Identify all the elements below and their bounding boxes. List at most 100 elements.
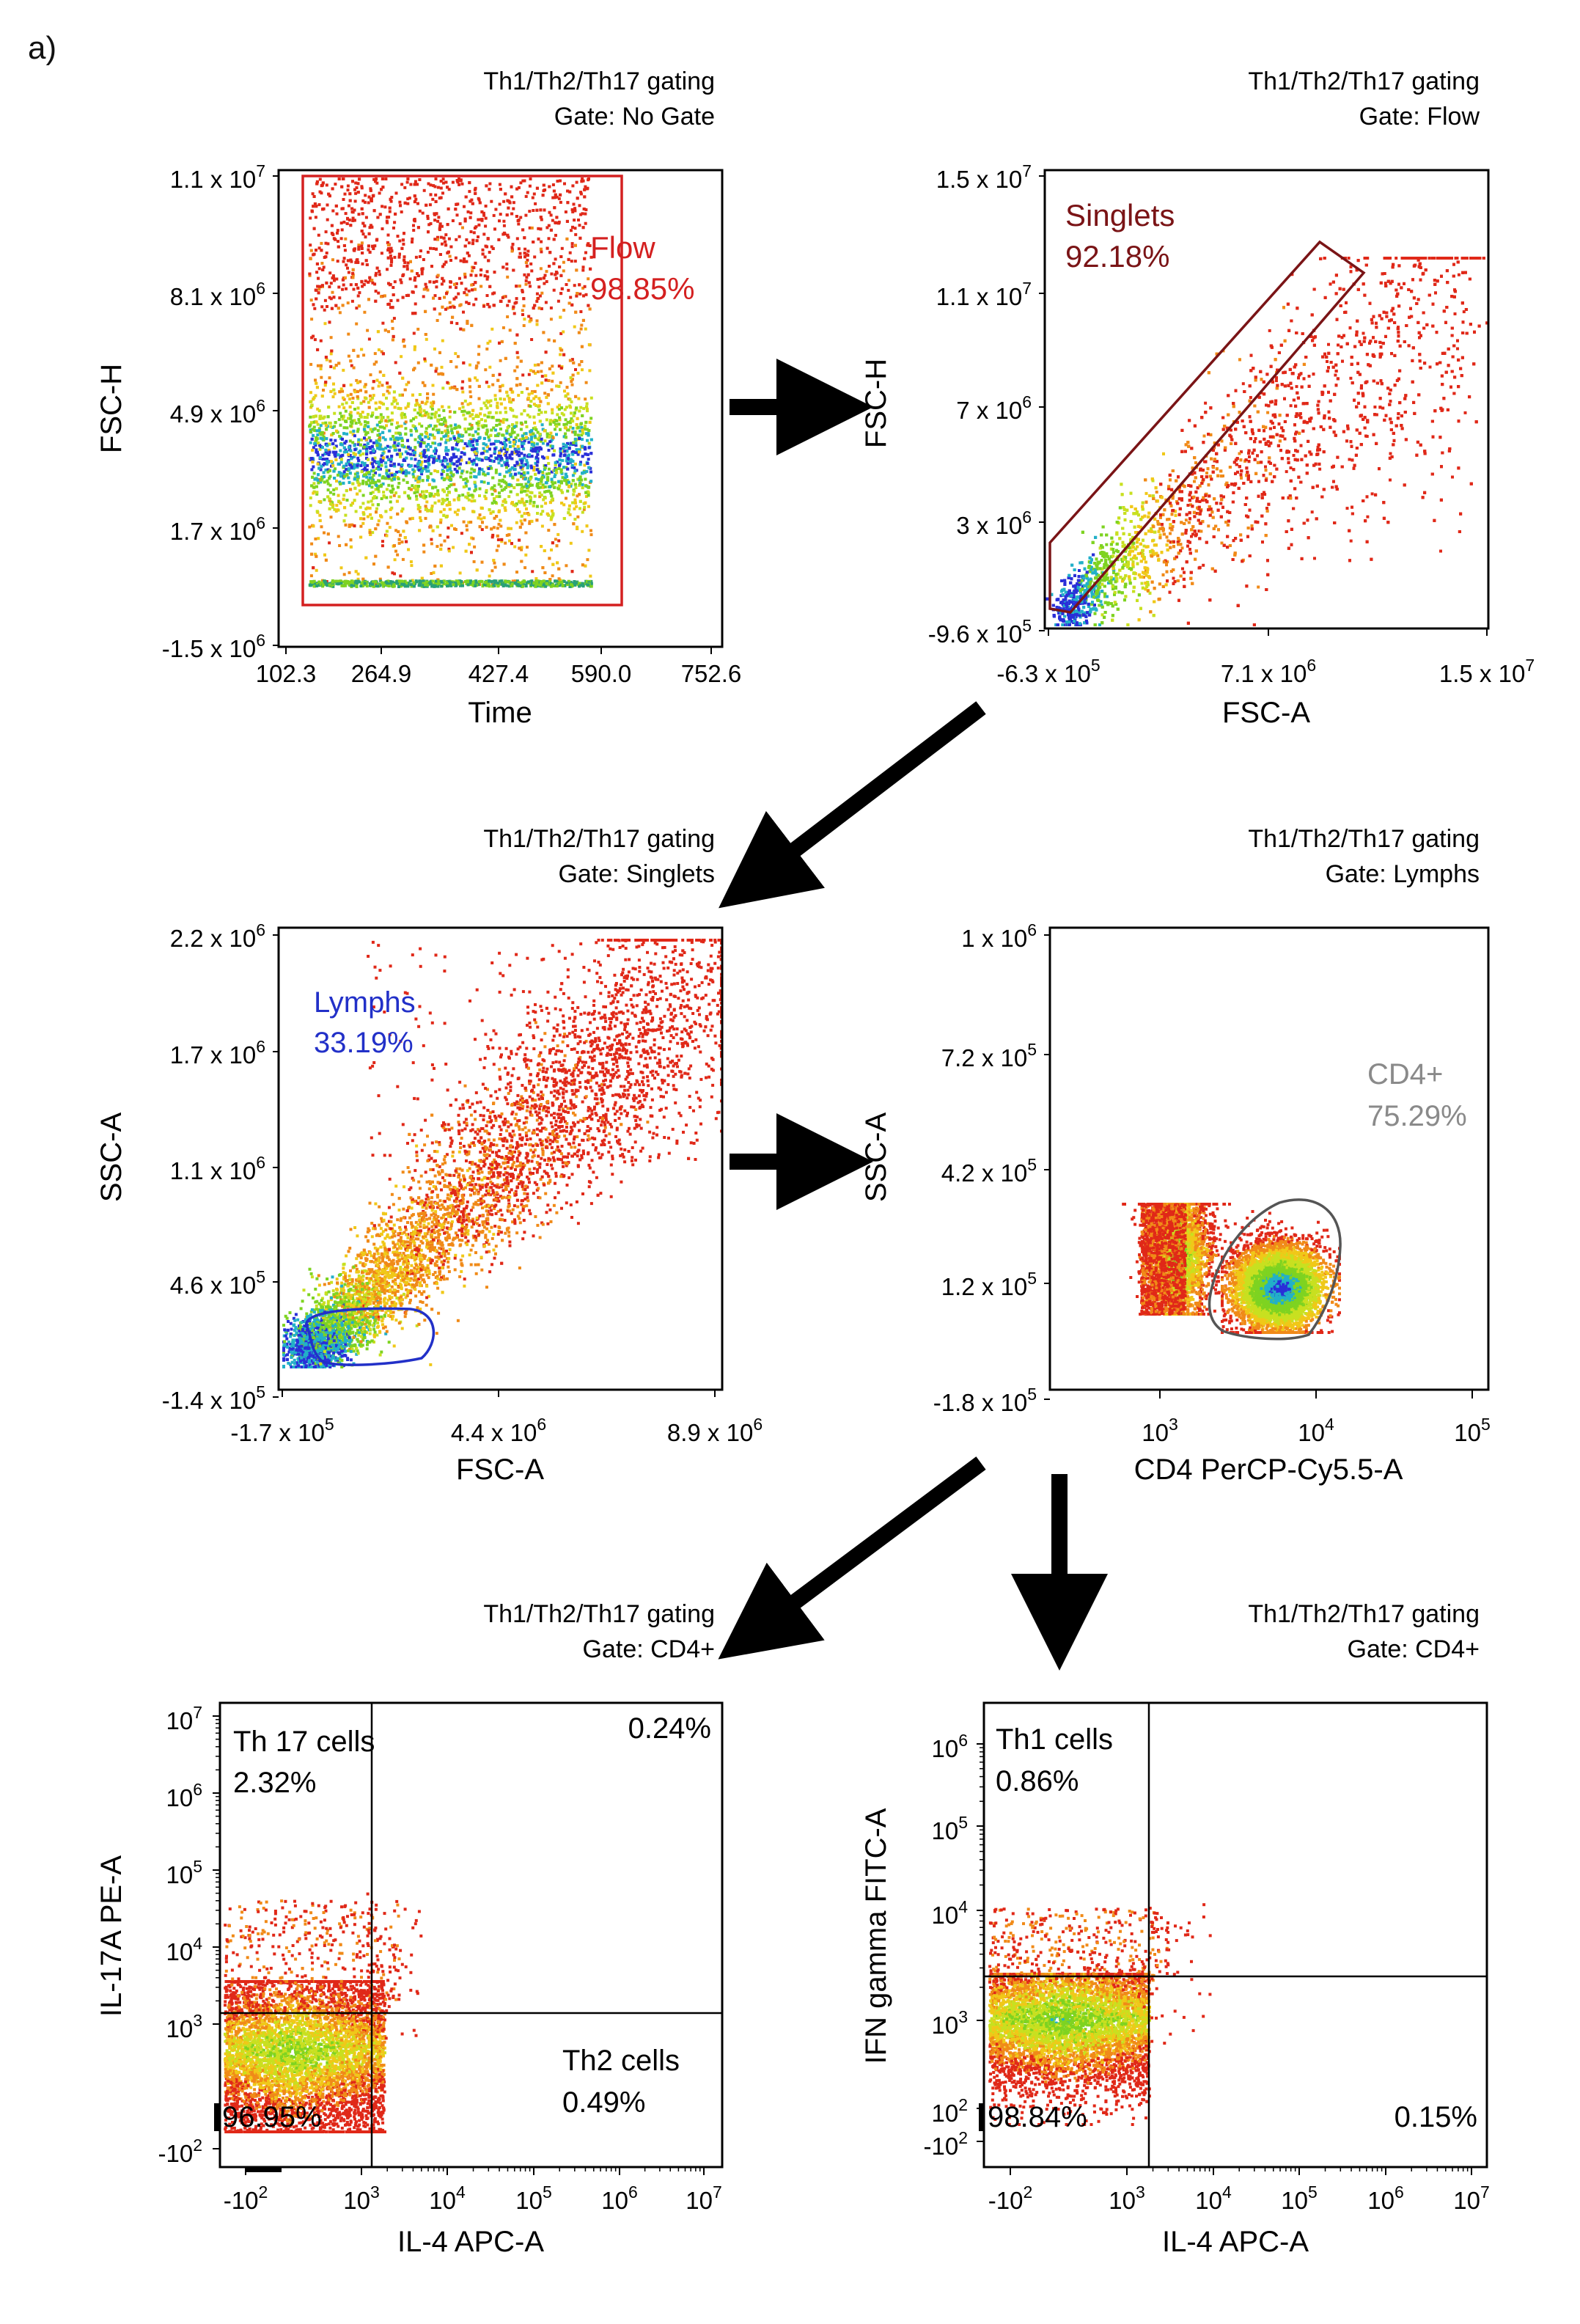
scatter-point xyxy=(570,303,574,307)
scatter-point xyxy=(398,239,402,243)
scatter-point xyxy=(376,330,380,334)
scatter-point xyxy=(583,285,587,288)
scatter-point xyxy=(427,469,430,473)
scatter-point xyxy=(402,478,405,482)
scatter-point xyxy=(574,501,577,505)
scatter-point xyxy=(444,424,447,428)
scatter-point xyxy=(330,464,333,468)
scatter-point xyxy=(510,400,513,404)
scatter-point xyxy=(517,472,521,475)
scatter-point xyxy=(578,429,582,433)
scatter-point xyxy=(499,359,502,362)
scatter-point xyxy=(391,571,394,575)
scatter-point xyxy=(468,190,471,194)
scatter-point xyxy=(496,538,500,541)
scatter-point xyxy=(534,461,537,465)
scatter-point xyxy=(406,197,410,201)
scatter-point xyxy=(470,494,474,497)
scatter-point xyxy=(392,390,396,394)
scatter-point xyxy=(501,326,505,329)
scatter-point xyxy=(473,188,477,191)
scatter-point xyxy=(315,271,319,274)
scatter-point xyxy=(498,422,501,426)
scatter-point xyxy=(344,467,348,471)
scatter-point xyxy=(328,422,332,425)
scatter-point xyxy=(561,458,565,462)
scatter-point xyxy=(519,216,523,219)
scatter-point xyxy=(342,384,346,387)
scatter-point xyxy=(444,243,448,247)
scatter-point xyxy=(504,295,507,298)
scatter-point xyxy=(419,454,422,457)
scatter-point xyxy=(497,432,501,436)
scatter-point xyxy=(391,338,394,342)
scatter-point xyxy=(585,187,589,191)
scatter-point xyxy=(356,463,359,467)
scatter-point xyxy=(339,502,342,505)
scatter-point xyxy=(575,423,578,426)
scatter-point xyxy=(461,390,465,394)
scatter-point xyxy=(471,417,475,420)
scatter-point xyxy=(562,442,565,446)
scatter-point xyxy=(581,286,585,290)
scatter-point xyxy=(405,294,408,297)
scatter-point xyxy=(379,514,382,518)
scatter-point xyxy=(587,177,590,180)
scatter-point xyxy=(414,285,418,288)
scatter-point xyxy=(332,488,336,491)
scatter-point xyxy=(494,434,497,438)
scatter-point xyxy=(589,480,593,483)
scatter-point xyxy=(496,527,499,530)
scatter-point xyxy=(440,282,444,286)
scatter-point xyxy=(474,274,478,277)
scatter-point xyxy=(469,395,473,398)
scatter-point xyxy=(458,571,462,575)
scatter-point xyxy=(568,513,572,516)
scatter-point xyxy=(505,390,509,394)
scatter-point xyxy=(309,243,312,247)
scatter-point xyxy=(535,463,539,467)
scatter-point xyxy=(442,422,446,426)
scatter-point xyxy=(520,514,523,518)
scatter-point xyxy=(364,438,368,441)
scatter-point xyxy=(353,199,357,203)
scatter-point xyxy=(492,460,496,463)
scatter-point xyxy=(448,301,452,304)
scatter-point xyxy=(521,313,524,316)
scatter-point xyxy=(330,224,334,227)
scatter-point xyxy=(362,513,366,516)
scatter-point xyxy=(505,450,509,453)
scatter-point xyxy=(387,469,391,472)
scatter-point xyxy=(362,428,366,431)
scatter-point xyxy=(389,516,393,519)
scatter-point xyxy=(474,366,478,370)
scatter-point xyxy=(335,504,339,507)
scatter-point xyxy=(465,260,469,263)
scatter-point xyxy=(515,351,519,354)
scatter-point xyxy=(388,385,392,389)
scatter-point xyxy=(489,442,493,446)
scatter-point xyxy=(433,450,436,453)
scatter-point xyxy=(457,498,460,502)
scatter-point xyxy=(537,477,540,481)
scatter-point xyxy=(361,480,365,483)
scatter-point xyxy=(515,571,518,574)
scatter-point xyxy=(576,197,579,200)
scatter-point xyxy=(533,304,537,307)
scatter-point xyxy=(534,202,537,205)
scatter-point xyxy=(437,499,441,503)
scatter-point xyxy=(485,424,488,428)
scatter-point xyxy=(515,483,519,486)
scatter-point xyxy=(327,192,331,196)
scatter-point xyxy=(545,226,549,230)
scatter-point xyxy=(519,255,522,259)
scatter-point xyxy=(525,499,529,503)
scatter-point xyxy=(572,361,576,364)
scatter-point xyxy=(378,400,382,404)
scatter-point xyxy=(381,447,385,451)
scatter-point xyxy=(312,415,315,419)
scatter-point xyxy=(455,202,458,206)
scatter-point xyxy=(393,474,396,478)
scatter-point xyxy=(528,521,532,525)
scatter-point xyxy=(339,387,343,391)
